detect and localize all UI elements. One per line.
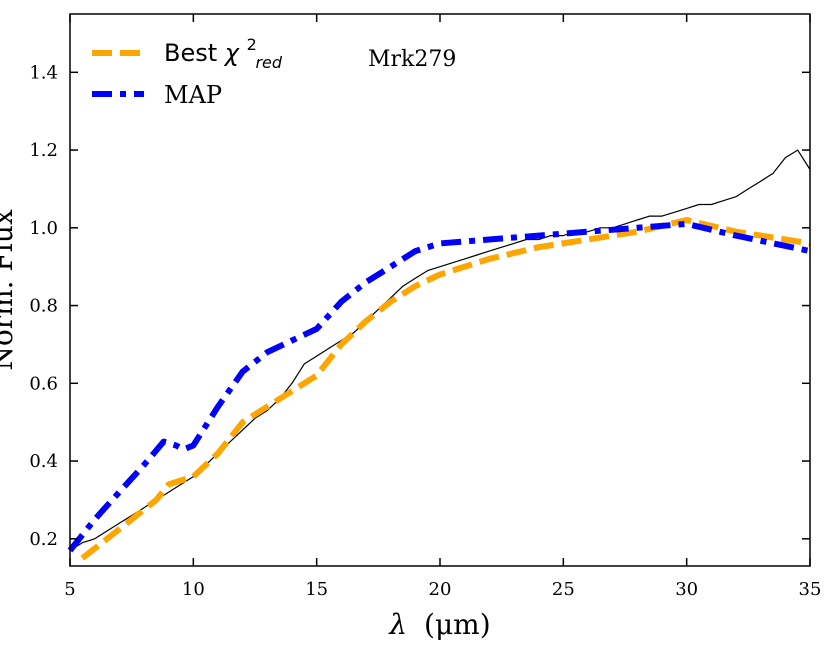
- series-line-2: [67, 220, 811, 553]
- y-tick-label: 1.4: [29, 62, 58, 83]
- legend-chi-subscript: red: [255, 53, 282, 72]
- legend-best-text: Best: [164, 39, 225, 67]
- x-tick-label: 15: [305, 579, 328, 600]
- x-tick-label: 25: [552, 579, 575, 600]
- y-tick-label: 1.2: [29, 140, 58, 161]
- legend-chi-symbol: χ: [223, 39, 240, 67]
- axis-ticks: 5 10 15 20 25 30 35 0.2 0.4 0.6 0.8 1.0 1.2 1.4: [29, 14, 821, 600]
- y-axis-title: Norm. Flux: [0, 209, 19, 371]
- x-tick-label: 35: [799, 579, 822, 600]
- legend: Best χ 2 red MAP: [92, 28, 283, 109]
- legend-chi-superscript: 2: [247, 35, 257, 54]
- x-tick-label: 20: [429, 579, 452, 600]
- y-tick-label: 0.6: [29, 373, 58, 394]
- x-tick-label: 10: [182, 579, 205, 600]
- series-line-0: [69, 149, 811, 552]
- plot-content: [67, 149, 811, 561]
- x-tick-label: 5: [64, 579, 75, 600]
- y-tick-label: 0.8: [29, 296, 58, 317]
- y-tick-label: 0.4: [29, 451, 58, 472]
- series-line-1: [80, 217, 811, 561]
- legend-label-best-chi2: Best χ 2 red: [164, 28, 283, 72]
- object-name-annotation: Mrk279: [368, 47, 456, 72]
- x-axis-symbol: λ: [388, 608, 407, 641]
- x-axis-title: λ (μm): [388, 608, 490, 641]
- legend-label-map: MAP: [164, 81, 222, 109]
- x-axis-unit: (μm): [424, 608, 491, 641]
- x-tick-label: 30: [675, 579, 698, 600]
- y-tick-label: 0.2: [29, 529, 58, 550]
- y-tick-label: 1.0: [29, 218, 58, 239]
